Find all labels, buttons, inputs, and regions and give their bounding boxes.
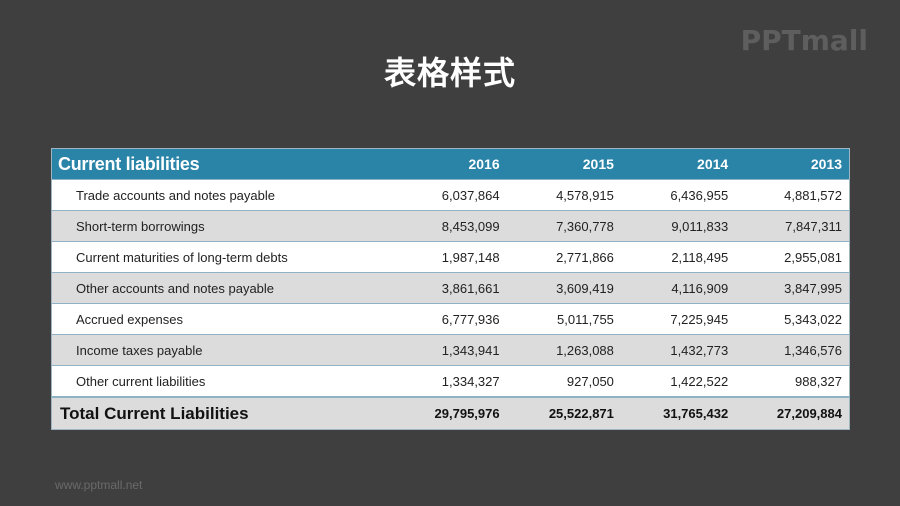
footer-url: www.pptmall.net (55, 478, 143, 492)
cell-value: 1,432,773 (620, 334, 736, 366)
cell-value: 9,011,833 (620, 210, 736, 242)
row-label: Current maturities of long-term debts (51, 241, 393, 273)
cell-value: 4,881,572 (735, 179, 850, 211)
table-row: Income taxes payable 1,343,941 1,263,088… (51, 334, 850, 366)
table-row: Other accounts and notes payable 3,861,6… (51, 272, 850, 304)
cell-value: 1,987,148 (392, 241, 507, 273)
table-row: Current maturities of long-term debts 1,… (51, 241, 850, 273)
header-year-2016: 2016 (468, 156, 500, 172)
cell-value: 1,343,941 (392, 334, 507, 366)
header-year-2015: 2015 (582, 156, 614, 172)
table-header-row: Current liabilities 2016 2015 2014 2013 (51, 148, 850, 180)
cell-value: 7,225,945 (620, 303, 736, 335)
total-label: Total Current Liabilities (51, 396, 393, 430)
cell-value: 4,578,915 (506, 179, 621, 211)
cell-value: 3,609,419 (506, 272, 621, 304)
cell-value: 5,011,755 (506, 303, 621, 335)
row-label: Income taxes payable (51, 334, 393, 366)
total-value: 25,522,871 (506, 396, 621, 430)
cell-value: 1,346,576 (735, 334, 850, 366)
cell-value: 3,861,661 (392, 272, 507, 304)
total-row: Total Current Liabilities 29,795,976 25,… (51, 396, 850, 430)
cell-value: 6,436,955 (620, 179, 736, 211)
total-value: 27,209,884 (735, 396, 850, 430)
cell-value: 4,116,909 (620, 272, 736, 304)
cell-value: 1,422,522 (620, 365, 736, 397)
current-liabilities-table: Current liabilities 2016 2015 2014 2013 … (51, 148, 850, 430)
table-row: Other current liabilities 1,334,327 927,… (51, 365, 850, 397)
cell-value: 988,327 (735, 365, 850, 397)
pptmall-logo: PPTmall (740, 24, 868, 57)
row-label: Accrued expenses (51, 303, 393, 335)
header-year-2014: 2014 (697, 156, 729, 172)
cell-value: 927,050 (506, 365, 621, 397)
cell-value: 7,847,311 (735, 210, 850, 242)
slide-title: 表格样式 (383, 54, 516, 92)
header-year-2013: 2013 (810, 156, 842, 172)
row-label: Short-term borrowings (51, 210, 393, 242)
row-label: Other current liabilities (51, 365, 393, 397)
cell-value: 6,037,864 (392, 179, 507, 211)
cell-value: 2,955,081 (735, 241, 850, 273)
cell-value: 5,343,022 (735, 303, 850, 335)
cell-value: 2,771,866 (506, 241, 621, 273)
table-row: Accrued expenses 6,777,936 5,011,755 7,2… (51, 303, 850, 335)
cell-value: 1,263,088 (506, 334, 621, 366)
header-label: Current liabilities (58, 153, 200, 174)
table-row: Short-term borrowings 8,453,099 7,360,77… (51, 210, 850, 242)
row-label: Trade accounts and notes payable (51, 179, 393, 211)
cell-value: 3,847,995 (735, 272, 850, 304)
cell-value: 6,777,936 (392, 303, 507, 335)
cell-value: 8,453,099 (392, 210, 507, 242)
cell-value: 1,334,327 (392, 365, 507, 397)
table-row: Trade accounts and notes payable 6,037,8… (51, 179, 850, 211)
total-value: 31,765,432 (620, 396, 736, 430)
cell-value: 7,360,778 (506, 210, 621, 242)
cell-value: 2,118,495 (620, 241, 736, 273)
total-value: 29,795,976 (392, 396, 507, 430)
row-label: Other accounts and notes payable (51, 272, 393, 304)
